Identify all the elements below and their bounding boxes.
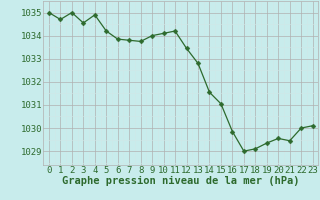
X-axis label: Graphe pression niveau de la mer (hPa): Graphe pression niveau de la mer (hPa) xyxy=(62,176,300,186)
